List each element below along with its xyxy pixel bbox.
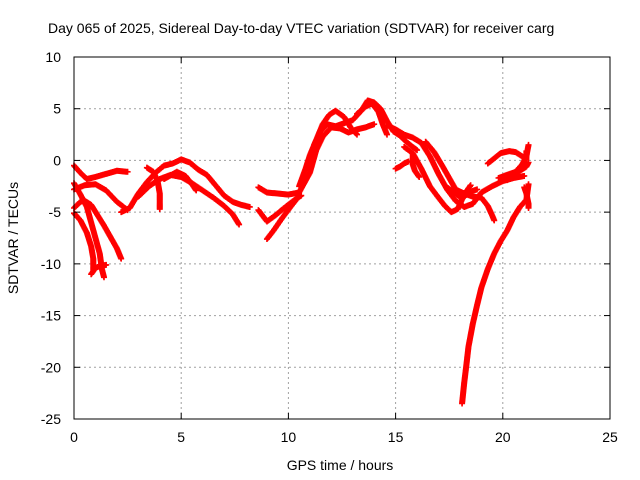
data-point — [416, 173, 423, 180]
series-track-x — [459, 181, 532, 407]
series-track-w — [504, 159, 532, 184]
data-point — [414, 147, 421, 154]
series-track-z — [392, 158, 412, 172]
series-track-p — [354, 100, 391, 138]
data-point — [521, 172, 528, 179]
data-point — [491, 217, 498, 224]
grid-lines — [74, 57, 610, 419]
data-point — [246, 203, 253, 210]
data-point — [101, 274, 108, 281]
data-point — [525, 205, 532, 212]
data-point — [236, 221, 243, 228]
plot-points — [71, 97, 532, 407]
series-track-t — [444, 184, 481, 202]
y-tick-label: 5 — [53, 101, 61, 117]
data-point — [371, 121, 378, 128]
y-tick-label: -5 — [49, 204, 62, 220]
data-point — [384, 131, 391, 138]
x-tick-label: 10 — [281, 429, 297, 445]
data-point — [354, 131, 361, 138]
x-tick-label: 20 — [495, 429, 511, 445]
series-track-g — [118, 156, 253, 216]
series-track-aa — [409, 151, 423, 180]
data-point — [103, 261, 110, 268]
data-point — [156, 206, 163, 213]
series-track-q — [384, 122, 528, 210]
data-point — [124, 168, 131, 175]
y-tick-label: -10 — [41, 256, 61, 272]
x-axis: 0 5 10 15 20 25 — [70, 57, 618, 445]
data-point — [474, 186, 481, 193]
x-tick-label: 25 — [602, 429, 618, 445]
y-axis-label: SDTVAR / TECUs — [5, 182, 21, 294]
series-track-f — [88, 261, 110, 278]
data-point — [118, 255, 125, 262]
series-track-d — [71, 197, 125, 262]
y-axis: 10 5 0 -5 -10 -15 -20 -25 — [41, 49, 610, 427]
data-point — [467, 182, 474, 189]
series-track-m — [263, 195, 300, 243]
plot-frame — [73, 56, 611, 420]
series-track-j — [161, 168, 200, 194]
data-point — [525, 159, 532, 166]
data-point — [193, 187, 200, 194]
chart-title: Day 065 of 2025, Sidereal Day-to-day VTE… — [48, 20, 554, 36]
data-point — [525, 181, 532, 188]
x-tick-label: 5 — [177, 429, 185, 445]
x-tick-label: 15 — [388, 429, 404, 445]
data-point — [293, 195, 300, 202]
data-point — [298, 192, 305, 199]
x-tick-label: 0 — [70, 429, 78, 445]
y-tick-label: -20 — [41, 359, 61, 375]
y-tick-label: -15 — [41, 308, 61, 324]
series-track-i — [143, 164, 163, 213]
series-track-c — [71, 181, 131, 214]
y-tick-label: -25 — [41, 411, 61, 427]
series-track-s — [422, 138, 498, 224]
x-axis-label: GPS time / hours — [287, 457, 394, 473]
y-tick-label: 10 — [45, 49, 61, 65]
y-tick-label: 0 — [53, 152, 61, 168]
series-track-y — [521, 184, 532, 212]
series-track-a — [71, 162, 131, 183]
data-point — [525, 141, 532, 148]
